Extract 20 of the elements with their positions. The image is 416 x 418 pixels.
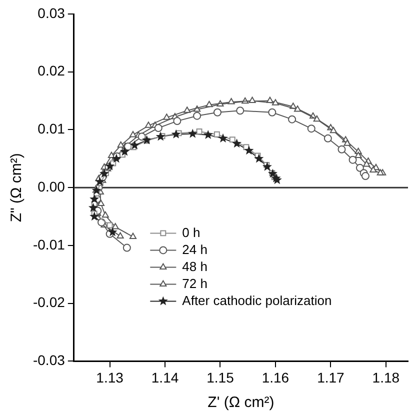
legend-label: 72 h [182, 276, 208, 291]
y-tick-label: 0.02 [38, 62, 66, 79]
x-tick-label: 1.16 [262, 369, 290, 386]
x-tick-label: 1.14 [151, 369, 179, 386]
legend-label: After cathodic polarization [182, 292, 332, 308]
legend-label: 24 h [182, 242, 208, 257]
y-tick-label: -0.03 [32, 352, 66, 368]
y-tick-label: 0.03 [38, 4, 66, 21]
legend-label: 0 h [182, 224, 200, 240]
y-tick-label: -0.02 [32, 294, 66, 310]
y-tick-label: -0.01 [32, 236, 66, 252]
x-tick-label: 1.18 [372, 369, 400, 386]
x-tick-label: 1.13 [96, 369, 124, 386]
y-axis-title: Z" (Ω cm²) [8, 153, 26, 222]
y-tick-label: 0.01 [38, 120, 66, 137]
x-tick-label: 1.17 [317, 369, 345, 386]
x-axis-title: Z' (Ω cm²) [208, 394, 274, 412]
legend-label: 48 h [182, 258, 208, 274]
x-tick-label: 1.15 [206, 369, 234, 386]
y-tick-label: 0.00 [38, 178, 66, 194]
